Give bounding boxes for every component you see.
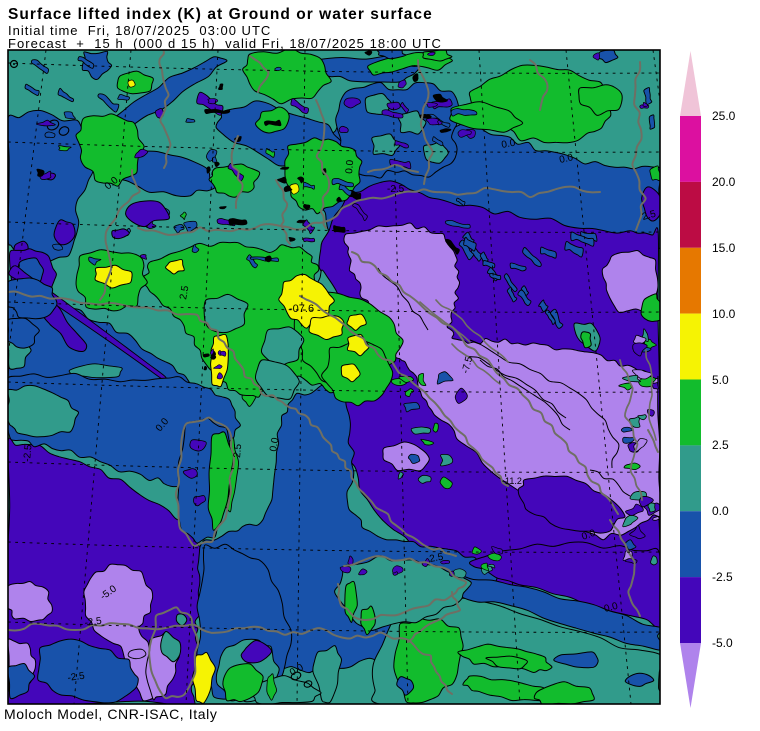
svg-text:0.0: 0.0	[558, 152, 574, 166]
svg-text:-2.5: -2.5	[387, 184, 405, 195]
svg-text:-2.5: -2.5	[22, 444, 34, 463]
svg-text:2.5: 2.5	[641, 209, 658, 223]
svg-text:-2.5: -2.5	[712, 570, 733, 584]
svg-text:2.5: 2.5	[712, 438, 729, 452]
svg-text:15.0: 15.0	[712, 241, 736, 255]
svg-text:0.0: 0.0	[501, 138, 517, 151]
svg-text:-07.6: -07.6	[289, 303, 314, 315]
svg-text:0.0: 0.0	[580, 528, 597, 543]
svg-text:0.0: 0.0	[603, 601, 620, 615]
svg-text:25.0: 25.0	[712, 109, 736, 123]
svg-text:20.0: 20.0	[712, 175, 736, 189]
svg-text:-2.5: -2.5	[84, 616, 103, 629]
svg-text:-11.2: -11.2	[502, 476, 522, 486]
svg-text:5.0: 5.0	[712, 373, 729, 387]
svg-text:-7.5: -7.5	[460, 355, 475, 375]
svg-text:2.5: 2.5	[429, 552, 445, 565]
svg-text:2.5: 2.5	[178, 284, 191, 300]
svg-text:-2.5: -2.5	[67, 671, 86, 684]
svg-text:2.5: 2.5	[232, 443, 244, 458]
svg-text:0.0: 0.0	[268, 436, 281, 452]
svg-text:-5.0: -5.0	[712, 636, 733, 650]
svg-text:10.0: 10.0	[712, 307, 736, 321]
svg-text:0.0: 0.0	[712, 504, 729, 518]
svg-text:0.0: 0.0	[344, 159, 356, 174]
